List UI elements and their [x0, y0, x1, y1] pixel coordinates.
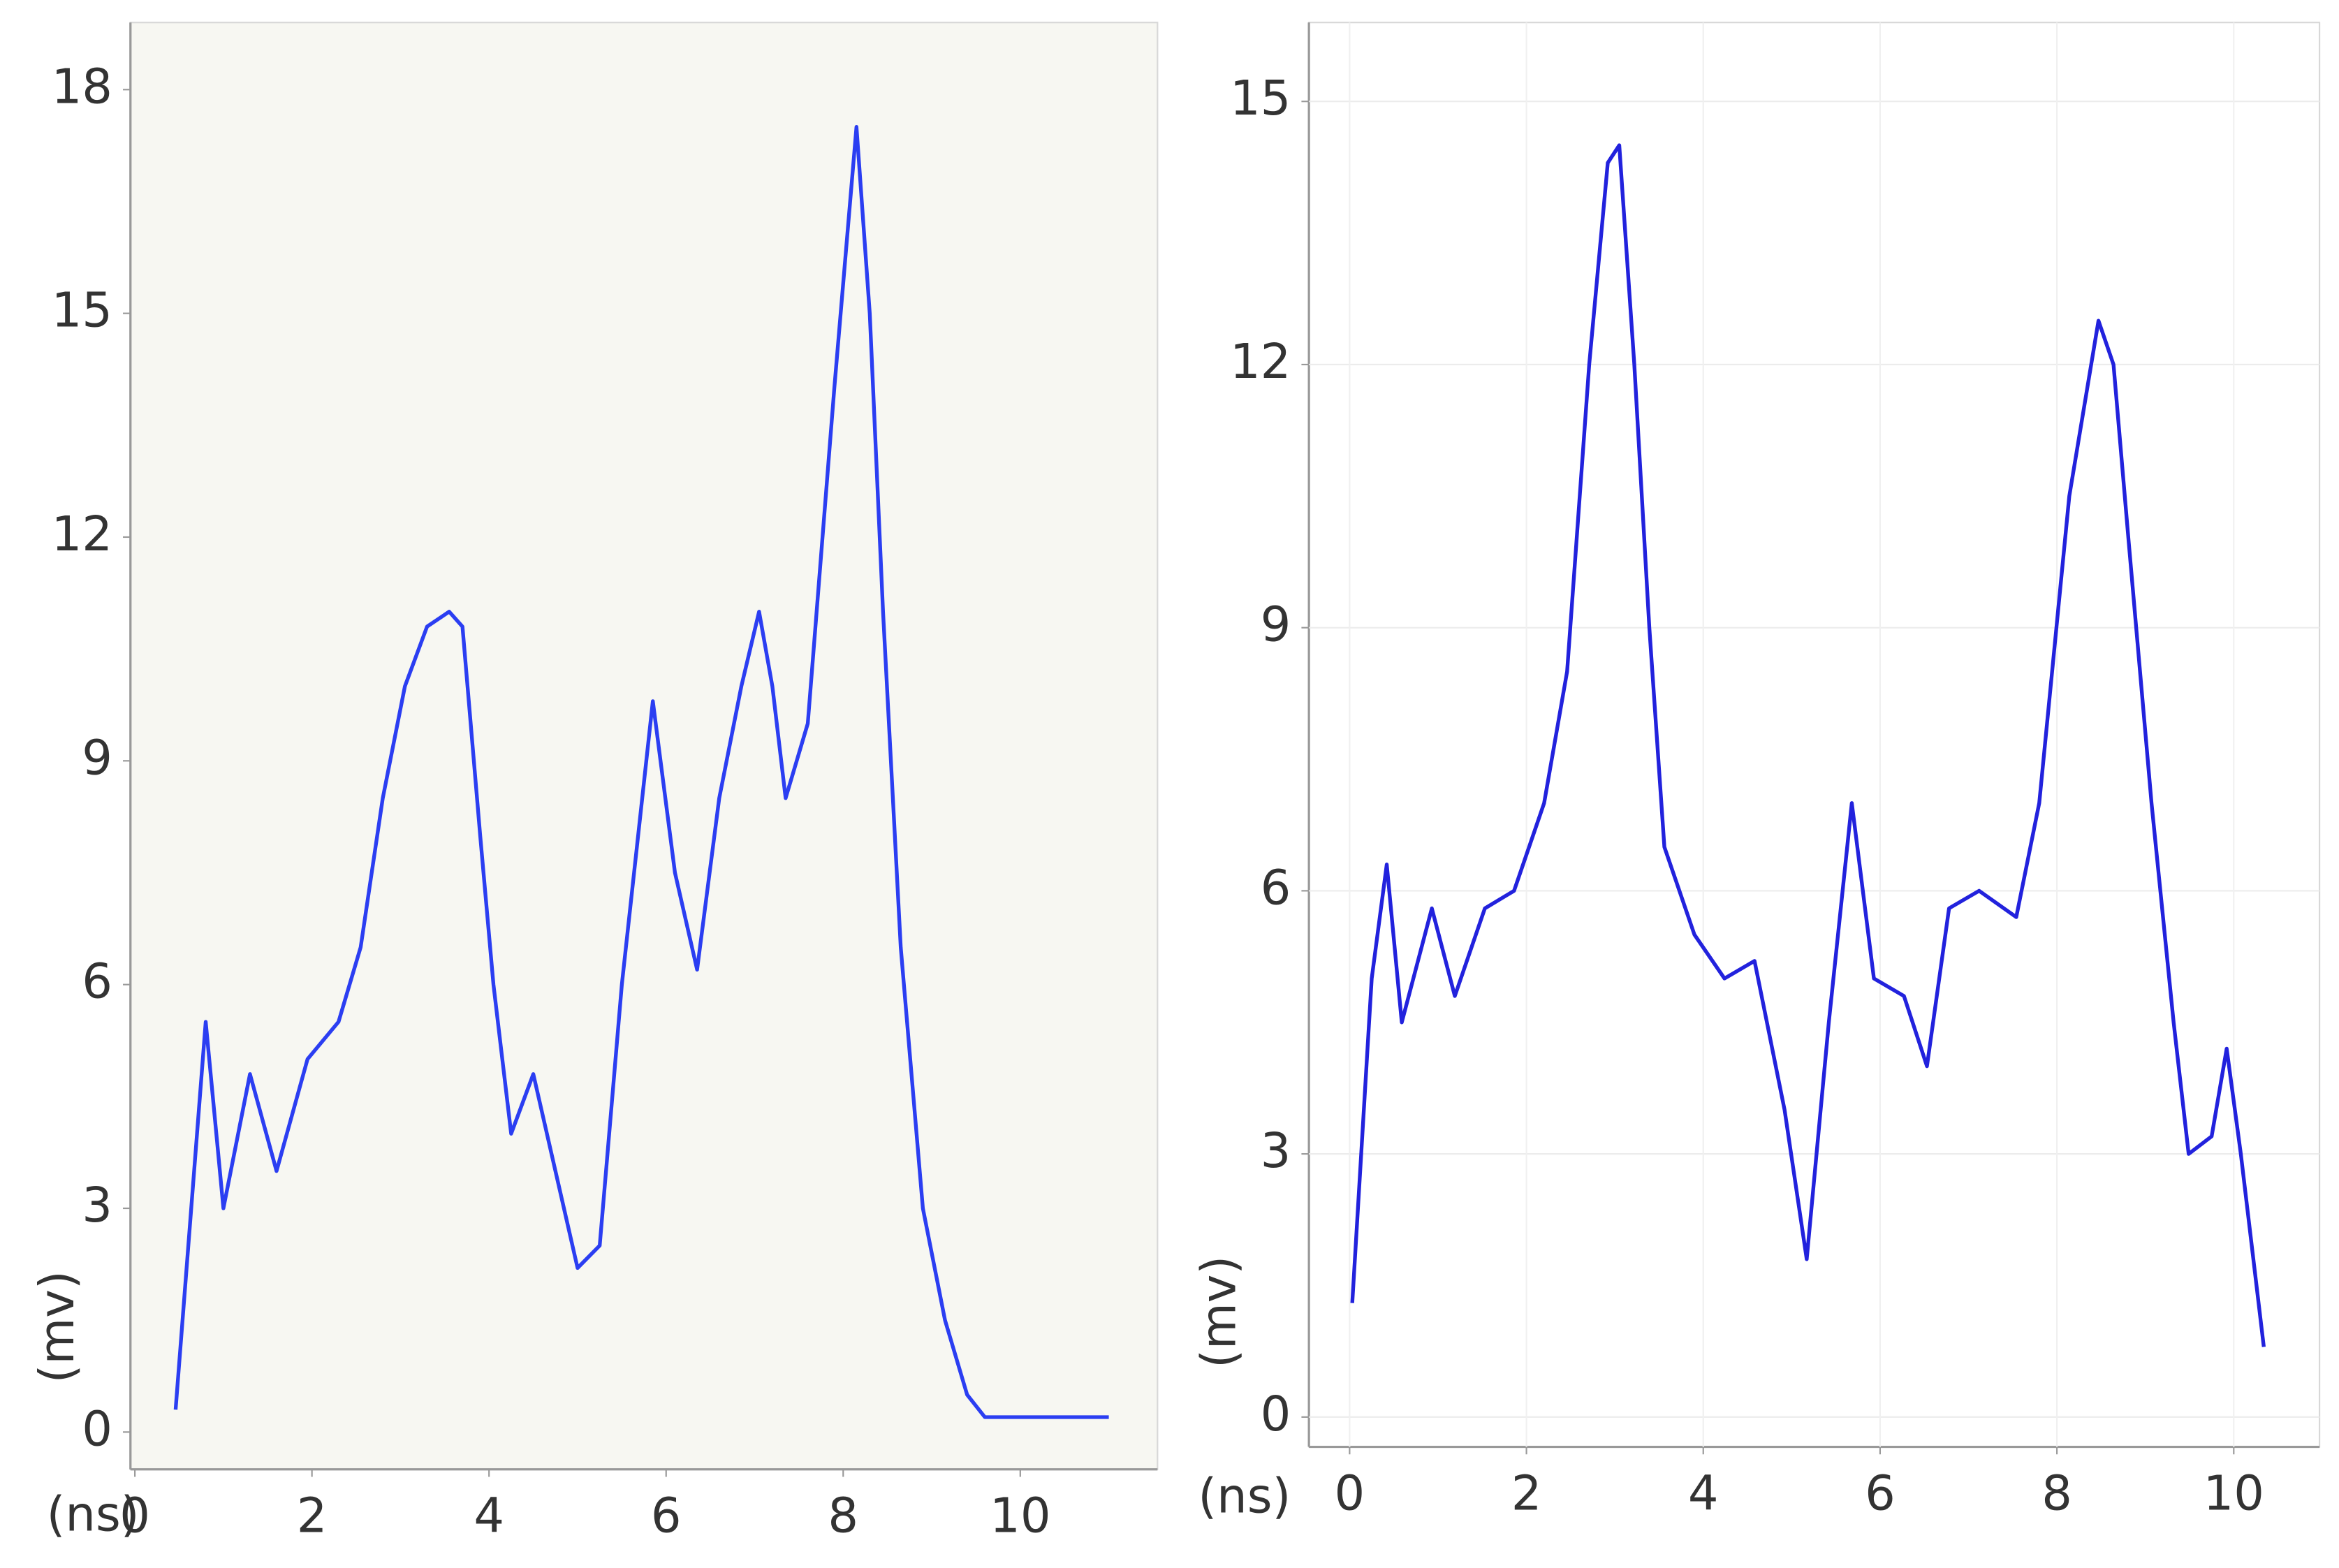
x-tick-label: 8 — [2041, 1465, 2072, 1521]
x-tick-label: 10 — [990, 1488, 1050, 1544]
y-axis-label: (mv) — [1192, 1256, 1247, 1368]
y-tick-label: 0 — [82, 1401, 112, 1457]
data-line — [173, 125, 1109, 1419]
x-tick-label: 4 — [474, 1488, 504, 1544]
y-tick-label: 18 — [52, 59, 112, 115]
y-tick-label: 6 — [82, 954, 112, 1010]
y-tick-label: 9 — [82, 730, 112, 786]
y-axis-label: (mv) — [29, 1270, 85, 1383]
x-tick-label: 0 — [119, 1488, 150, 1544]
x-tick-label: 10 — [2204, 1465, 2264, 1521]
x-tick-label: 2 — [1511, 1465, 1542, 1521]
y-tick-label: 0 — [1261, 1386, 1291, 1442]
y-tick-label: 12 — [52, 506, 112, 562]
x-tick-label: 6 — [1865, 1465, 1896, 1521]
data-line — [1350, 143, 2266, 1347]
x-tick-label: 8 — [828, 1488, 858, 1544]
y-tick-label: 6 — [1261, 860, 1291, 916]
x-tick-label: 2 — [297, 1488, 328, 1544]
y-tick-label: 12 — [1230, 334, 1291, 390]
y-tick-label: 15 — [1230, 71, 1291, 126]
y-tick-label: 15 — [52, 283, 112, 339]
x-axis-label: (ns) — [47, 1486, 140, 1542]
y-tick-label: 9 — [1261, 597, 1291, 653]
y-tick-label: 3 — [1261, 1123, 1291, 1179]
x-axis-label: (ns) — [1198, 1469, 1291, 1525]
x-tick-label: 4 — [1688, 1465, 1719, 1521]
x-tick-label: 0 — [1335, 1465, 1365, 1521]
x-tick-label: 6 — [651, 1488, 682, 1544]
plot-area — [1308, 22, 2321, 1448]
plot-area — [129, 22, 1159, 1470]
y-tick-label: 3 — [82, 1178, 112, 1233]
